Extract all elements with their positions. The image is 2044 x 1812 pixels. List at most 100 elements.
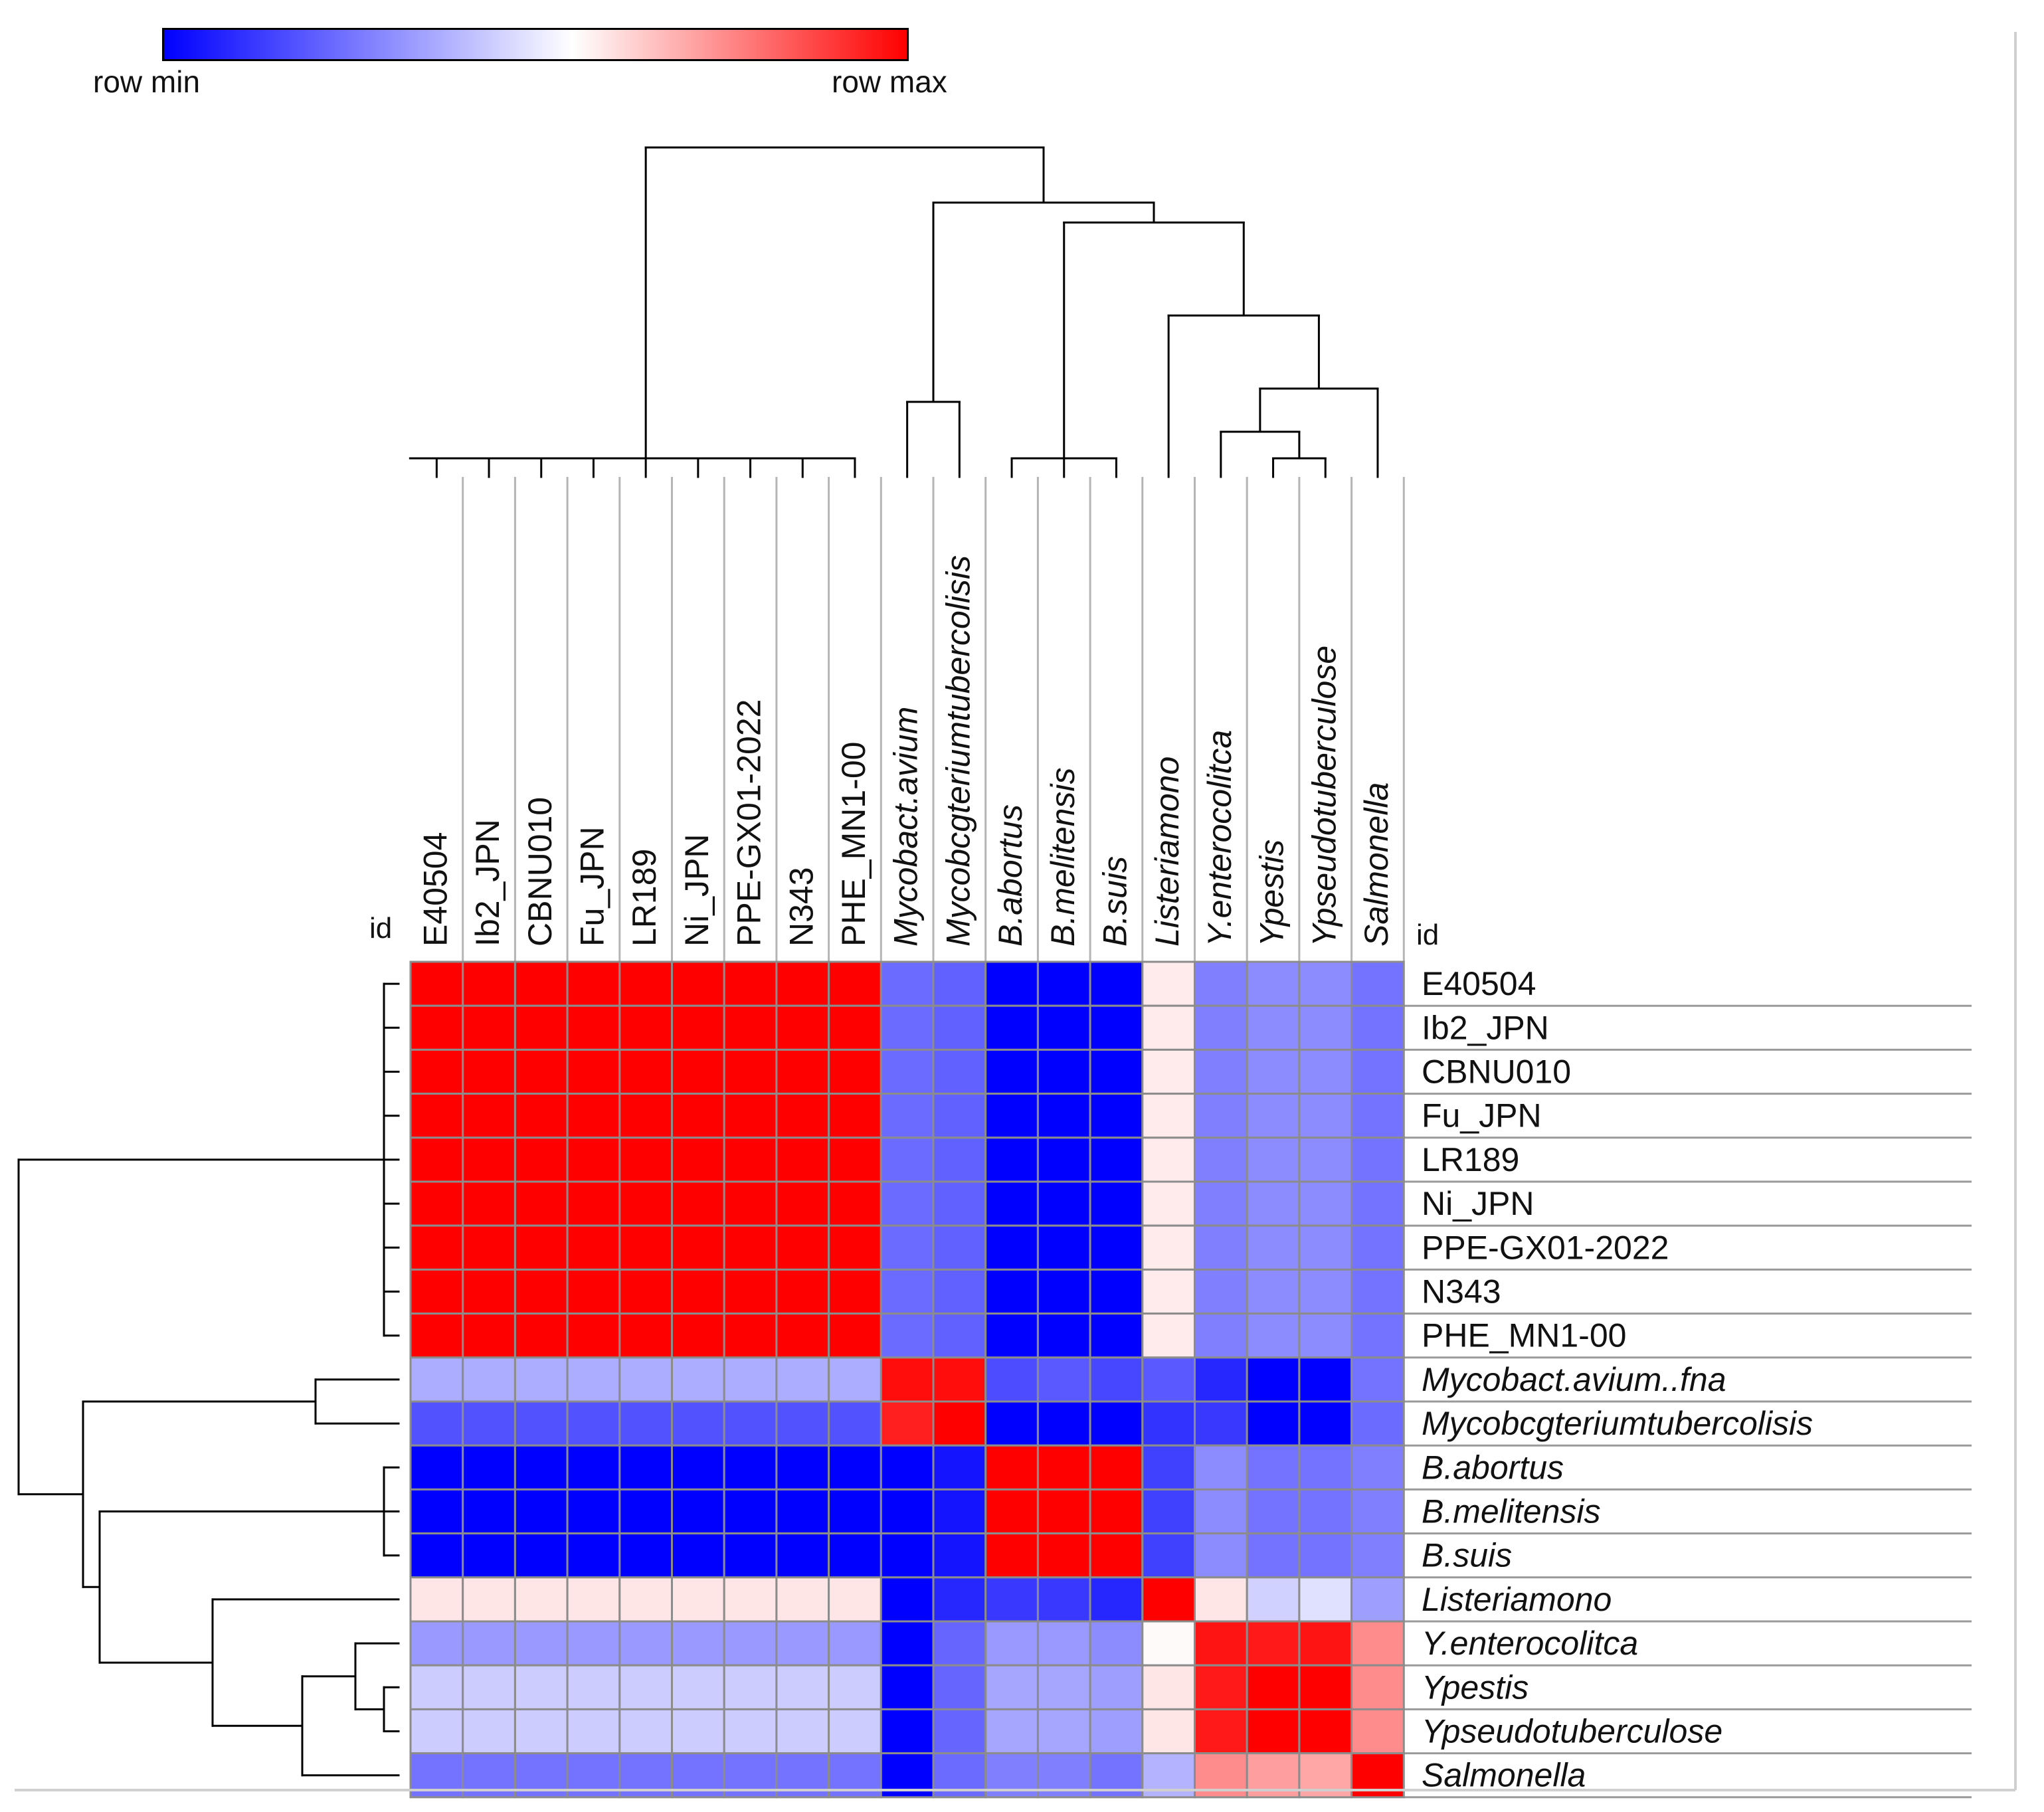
cell-phe-mn1-00-y-enterocolitca [1194,1313,1248,1359]
cell-e40504-ni-jpn [671,960,725,1007]
cell-y-enterocolitca-ppe-gx01-2022 [723,1620,778,1667]
cell-b-suis-y-enterocolitca [1194,1532,1248,1579]
cell-cbnu010-fu-jpn [566,1048,621,1095]
cell-ypseudotuberculose-ib2-jpn [462,1708,516,1755]
cell-mycobcgteriumtubercolisis-b-abortus [984,1400,1039,1447]
row-label-phe-mn1-00: PHE_MN1-00 [1422,1317,1626,1354]
cell-ib2-jpn-e40504 [409,1004,464,1051]
cell-ni-jpn-b-abortus [984,1180,1039,1227]
cell-ppe-gx01-2022-cbnu010 [513,1224,569,1271]
cell-mycobcgteriumtubercolisis-ypseudotuberculose [1298,1400,1353,1447]
cell-ib2-jpn-listeriamono [1141,1004,1196,1051]
cell-b-suis-listeriamono [1141,1532,1196,1579]
column-id-header: id [369,912,392,945]
column-label-mycobact-avium: Mycobact.avium [887,707,925,947]
cell-mycobcgteriumtubercolisis-lr189 [618,1400,673,1447]
cell-mycobact-avium-fna-b-suis [1089,1356,1144,1403]
cell-mycobact-avium-fna-ppe-gx01-2022 [723,1356,778,1403]
cell-ib2-jpn-cbnu010 [513,1004,569,1051]
cell-b-melitensis-mycobcgteriumtubercolisis [932,1488,987,1535]
cell-ypseudotuberculose-ypestis [1246,1708,1301,1755]
cell-fu-jpn-mycobact-avium [880,1093,935,1139]
cell-ni-jpn-n343 [775,1180,830,1227]
cell-b-suis-ppe-gx01-2022 [723,1532,778,1579]
cell-b-abortus-phe-mn1-00 [828,1444,882,1491]
cell-n343-ypseudotuberculose [1298,1268,1353,1315]
cell-lr189-ypseudotuberculose [1298,1136,1353,1183]
cell-mycobcgteriumtubercolisis-ib2-jpn [462,1400,516,1447]
cell-ni-jpn-e40504 [409,1180,464,1227]
cell-ypestis-ppe-gx01-2022 [723,1664,778,1710]
cell-e40504-ppe-gx01-2022 [723,960,778,1007]
cell-ypseudotuberculose-b-abortus [984,1708,1039,1755]
cell-ni-jpn-ib2-jpn [462,1180,516,1227]
cell-phe-mn1-00-n343 [775,1313,830,1359]
cell-cbnu010-cbnu010 [513,1048,569,1095]
cell-lr189-fu-jpn [566,1136,621,1183]
cell-mycobact-avium-fna-lr189 [618,1356,673,1403]
row-label-salmonella: Salmonella [1422,1757,1586,1794]
row-label-n343: N343 [1422,1273,1501,1311]
cell-listeriamono-ypestis [1246,1576,1301,1623]
cell-ni-jpn-mycobact-avium [880,1180,935,1227]
row-label-lr189: LR189 [1422,1141,1519,1178]
cell-ypestis-e40504 [409,1664,464,1710]
cell-ppe-gx01-2022-b-suis [1089,1224,1144,1271]
cell-b-melitensis-lr189 [618,1488,673,1535]
cell-listeriamono-phe-mn1-00 [828,1576,882,1623]
cell-y-enterocolitca-ypestis [1246,1620,1301,1667]
cell-phe-mn1-00-ib2-jpn [462,1313,516,1359]
cell-lr189-salmonella [1350,1136,1405,1183]
cell-b-abortus-ib2-jpn [462,1444,516,1491]
cell-phe-mn1-00-mycobact-avium [880,1313,935,1359]
cell-cbnu010-b-suis [1089,1048,1144,1095]
cell-lr189-y-enterocolitca [1194,1136,1248,1183]
row-label-ni-jpn: Ni_JPN [1422,1185,1534,1222]
cell-b-abortus-b-melitensis [1036,1444,1091,1491]
column-label-lr189: LR189 [626,849,663,947]
cell-lr189-ppe-gx01-2022 [723,1136,778,1183]
cell-ib2-jpn-fu-jpn [566,1004,621,1051]
cell-ni-jpn-fu-jpn [566,1180,621,1227]
cell-b-melitensis-ypestis [1246,1488,1301,1535]
cell-b-abortus-mycobact-avium [880,1444,935,1491]
row-label-b-suis: B.suis [1422,1537,1512,1574]
cell-phe-mn1-00-b-suis [1089,1313,1144,1359]
cell-b-suis-b-melitensis [1036,1532,1091,1579]
row-label-ib2-jpn: Ib2_JPN [1422,1009,1549,1046]
cell-ppe-gx01-2022-y-enterocolitca [1194,1224,1248,1271]
cell-b-melitensis-b-suis [1089,1488,1144,1535]
cell-listeriamono-listeriamono [1141,1576,1196,1623]
cell-cbnu010-listeriamono [1141,1048,1196,1095]
cell-fu-jpn-n343 [775,1093,830,1139]
column-label-b-suis: B.suis [1096,856,1133,947]
cell-lr189-ypestis [1246,1136,1301,1183]
cell-listeriamono-b-abortus [984,1576,1039,1623]
cell-mycobact-avium-fna-ib2-jpn [462,1356,516,1403]
cell-ni-jpn-phe-mn1-00 [828,1180,882,1227]
cell-b-suis-b-abortus [984,1532,1039,1579]
cell-b-abortus-ypseudotuberculose [1298,1444,1353,1491]
cell-phe-mn1-00-lr189 [618,1313,673,1359]
cell-ni-jpn-y-enterocolitca [1194,1180,1248,1227]
cell-n343-cbnu010 [513,1268,569,1315]
cell-ni-jpn-mycobcgteriumtubercolisis [932,1180,987,1227]
cell-b-melitensis-b-melitensis [1036,1488,1091,1535]
cell-cbnu010-e40504 [409,1048,464,1095]
cell-lr189-ni-jpn [671,1136,725,1183]
cell-lr189-listeriamono [1141,1136,1196,1183]
cell-e40504-salmonella [1350,960,1405,1007]
cell-listeriamono-n343 [775,1576,830,1623]
cell-cbnu010-ypestis [1246,1048,1301,1095]
cell-b-melitensis-cbnu010 [513,1488,569,1535]
row-label-mycobact-avium-fna: Mycobact.avium..fna [1422,1361,1726,1398]
colorbar-max-label: row max [832,64,947,99]
cell-phe-mn1-00-phe-mn1-00 [828,1313,882,1359]
cell-b-melitensis-b-abortus [984,1488,1039,1535]
cell-mycobcgteriumtubercolisis-mycobact-avium [880,1400,935,1447]
cell-b-suis-n343 [775,1532,830,1579]
cell-ppe-gx01-2022-ypestis [1246,1224,1301,1271]
cell-y-enterocolitca-listeriamono [1141,1620,1196,1667]
cell-ppe-gx01-2022-ib2-jpn [462,1224,516,1271]
